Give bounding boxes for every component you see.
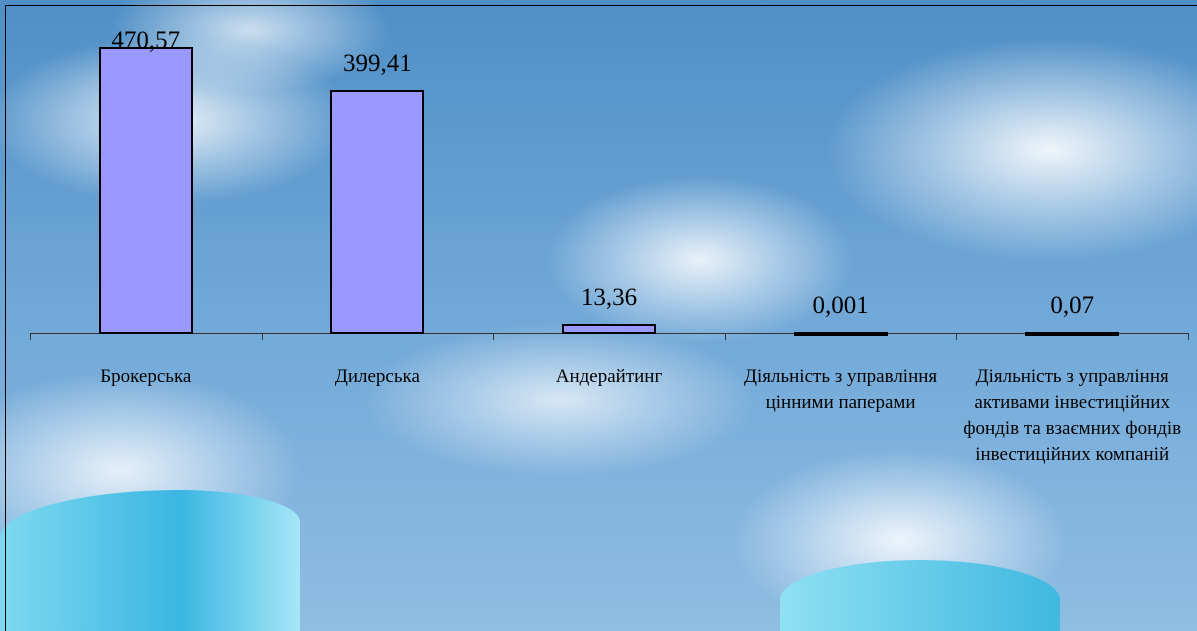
background-building [0, 490, 300, 631]
x-tick-label: Брокерська [100, 366, 192, 387]
x-tick-label: Діяльність з управління активами інвести… [963, 366, 1182, 465]
bar [98, 47, 193, 334]
x-tick [724, 333, 726, 340]
x-tick [1188, 333, 1189, 340]
background-building [780, 560, 1060, 631]
value-label: 13,36 [580, 283, 638, 311]
x-tick [493, 333, 495, 340]
x-tick-label: Андерайтинг [555, 366, 663, 387]
value-label: 0,07 [1050, 291, 1095, 319]
x-tick-label: Дилерська [334, 366, 420, 387]
bar [1025, 331, 1120, 336]
x-tick [261, 333, 263, 340]
value-label: 399,41 [343, 50, 412, 78]
x-tick-label: Діяльність з управління цінними паперами [744, 366, 938, 413]
value-label: 0,001 [812, 291, 869, 319]
bar [793, 331, 888, 336]
bar [562, 323, 656, 334]
x-tick [956, 333, 958, 340]
x-tick [30, 333, 31, 340]
bar [330, 90, 425, 334]
frame [5, 5, 1197, 631]
value-label: 470,57 [111, 27, 181, 54]
